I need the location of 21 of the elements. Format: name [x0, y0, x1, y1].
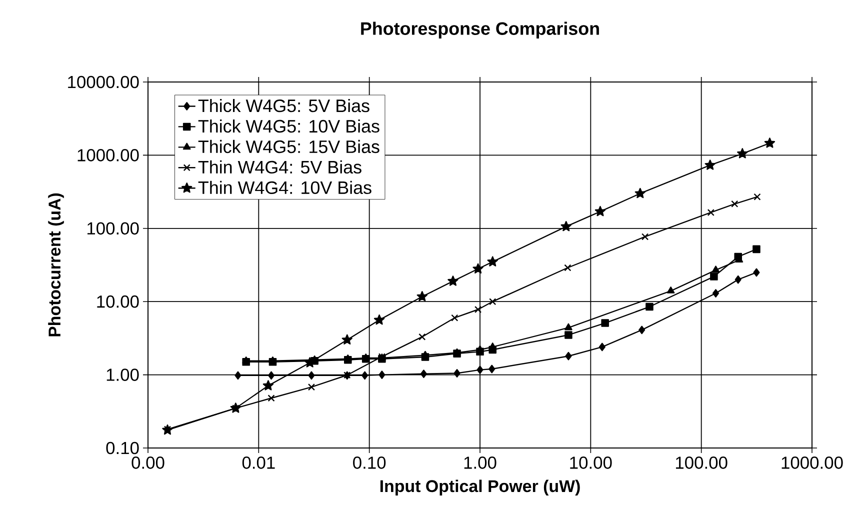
- y-axis-title: Photocurrent (uA): [48, 193, 64, 336]
- legend-label: Thick W4G5: 5V Bias: [198, 98, 370, 112]
- x-tick-label: 0.10: [353, 456, 386, 469]
- y-tick-label: 0.10: [106, 442, 139, 454]
- x-tick-label: 0.01: [242, 456, 275, 469]
- x-tick-label: 1000.00: [782, 456, 843, 469]
- x-axis-title: Input Optical Power (uW): [380, 480, 580, 496]
- x-tick-label: 10.00: [570, 456, 612, 469]
- legend-label: Thin W4G4: 5V Bias: [198, 160, 362, 174]
- y-tick-label: 100.00: [87, 222, 139, 235]
- x-tick-label: 100.00: [676, 456, 728, 469]
- y-tick-label: 10000.00: [68, 76, 139, 88]
- y-tick-label: 1.00: [106, 368, 139, 381]
- y-tick-label: 10.00: [97, 295, 139, 308]
- legend-label: Thin W4G4: 10V Bias: [198, 180, 372, 194]
- chart-title: Photoresponse Comparison: [361, 22, 599, 38]
- y-tick-label: 1000.00: [78, 149, 139, 162]
- legend-label: Thick W4G5: 10V Bias: [198, 119, 380, 133]
- legend-label: Thick W4G5: 15V Bias: [198, 140, 380, 154]
- x-tick-label: 0.00: [132, 456, 164, 469]
- x-tick-label: 1.00: [464, 456, 496, 469]
